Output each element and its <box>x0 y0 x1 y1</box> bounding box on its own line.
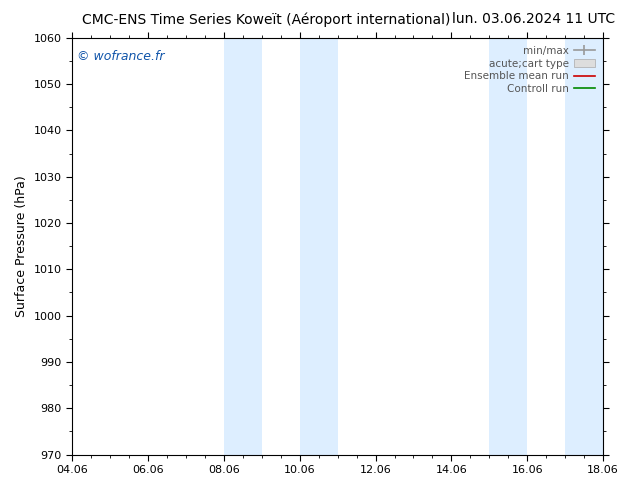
Legend: min/max, acute;cart type, Ensemble mean run, Controll run: min/max, acute;cart type, Ensemble mean … <box>461 43 598 97</box>
Bar <box>489 38 527 455</box>
Text: CMC-ENS Time Series Koweït (Aéroport international): CMC-ENS Time Series Koweït (Aéroport int… <box>82 12 451 27</box>
Text: © wofrance.fr: © wofrance.fr <box>77 50 165 63</box>
Bar <box>300 38 338 455</box>
Y-axis label: Surface Pressure (hPa): Surface Pressure (hPa) <box>15 175 28 317</box>
Bar <box>565 38 603 455</box>
Bar <box>224 38 262 455</box>
Text: lun. 03.06.2024 11 UTC: lun. 03.06.2024 11 UTC <box>452 12 615 26</box>
